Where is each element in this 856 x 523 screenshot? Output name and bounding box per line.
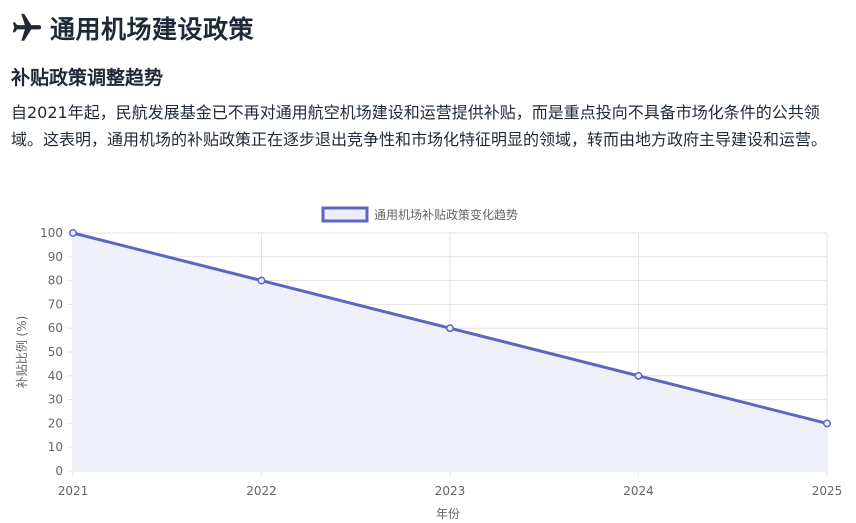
page-title: 通用机场建设政策: [50, 15, 255, 44]
title-row: 通用机场建设政策: [10, 8, 254, 48]
x-tick-label: 2022: [246, 484, 277, 498]
x-tick-label: 2024: [623, 484, 654, 498]
y-tick-label: 40: [48, 369, 63, 383]
y-tick-label: 0: [55, 464, 63, 478]
y-tick-label: 100: [40, 226, 63, 240]
y-tick-label: 50: [48, 345, 63, 359]
x-tick-label: 2021: [58, 484, 89, 498]
legend-swatch: [321, 206, 369, 223]
series-area-fill: [73, 233, 827, 471]
data-point: [634, 371, 643, 380]
data-point: [823, 419, 831, 428]
y-tick-label: 20: [48, 416, 63, 430]
y-tick-label: 60: [48, 321, 63, 335]
y-tick-label: 70: [48, 297, 63, 311]
subsidy-trend-chart: 0 10 20 30 40 50 60 70 80 90 100 2021 2022 2023 2024 20…: [15, 206, 843, 521]
y-tick-label: 30: [48, 393, 63, 407]
policy-paragraph: 自2021年起，民航发展基金已不再对通用航空机场建设和运营提供补贴，而是重点投向…: [11, 103, 828, 149]
x-tick-label: 2025: [812, 484, 843, 498]
data-point: [69, 229, 77, 237]
x-axis-title: 年份: [436, 507, 460, 521]
y-tick-label: 80: [48, 274, 63, 288]
legend-label: 通用机场补贴政策变化趋势: [374, 207, 518, 222]
data-point: [257, 276, 266, 285]
y-axis-title: 补贴比例 (%): [15, 316, 29, 389]
airplane-icon: [12, 13, 42, 41]
section-title: 补贴政策调整趋势: [11, 67, 164, 89]
data-point: [446, 324, 454, 333]
y-tick-label: 10: [48, 440, 63, 454]
x-tick-label: 2023: [435, 484, 466, 498]
y-tick-label: 90: [48, 250, 63, 264]
